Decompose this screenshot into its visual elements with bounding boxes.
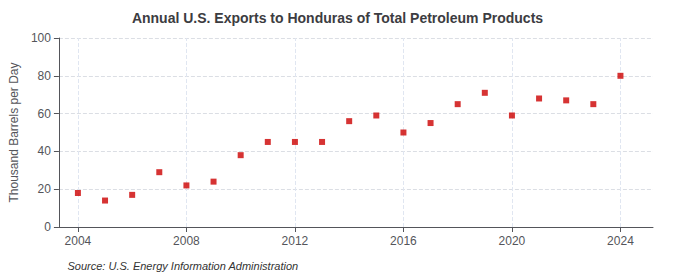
svg-text:2024: 2024 — [607, 234, 634, 248]
svg-text:2008: 2008 — [173, 234, 200, 248]
svg-text:100: 100 — [31, 31, 51, 45]
svg-text:60: 60 — [38, 107, 52, 121]
svg-text:2012: 2012 — [282, 234, 309, 248]
svg-text:20: 20 — [38, 182, 52, 196]
svg-text:0: 0 — [44, 220, 51, 234]
svg-text:Source: U.S. Energy Informatio: Source: U.S. Energy Information Administ… — [68, 260, 299, 272]
svg-text:Thousand Barrels per Day: Thousand Barrels per Day — [7, 62, 21, 202]
svg-text:80: 80 — [38, 69, 52, 83]
svg-text:2020: 2020 — [499, 234, 526, 248]
svg-text:40: 40 — [38, 144, 52, 158]
svg-text:2004: 2004 — [65, 234, 92, 248]
svg-text:2016: 2016 — [390, 234, 417, 248]
svg-text:Annual U.S. Exports to Hondura: Annual U.S. Exports to Honduras of Total… — [132, 10, 543, 26]
